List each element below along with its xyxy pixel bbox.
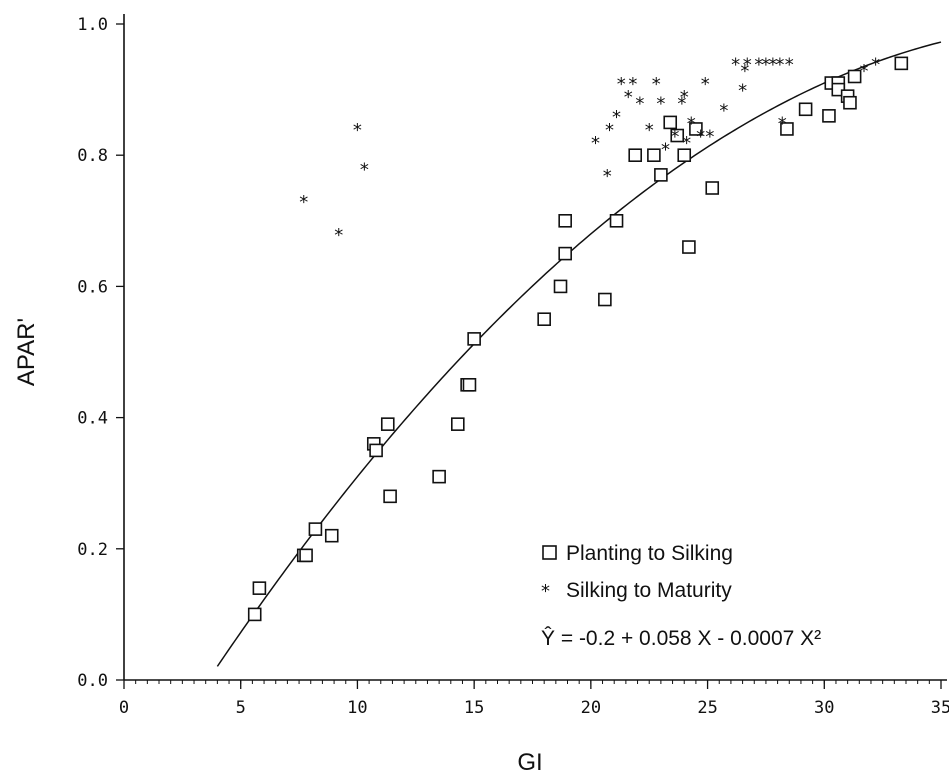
data-point-asterisk: *	[299, 192, 308, 213]
data-point-asterisk: *	[617, 74, 626, 95]
data-point-asterisk: *	[624, 87, 633, 108]
data-point-square	[537, 312, 551, 327]
fit-curve	[216, 41, 942, 667]
data-point-square	[705, 181, 720, 195]
data-point-square	[780, 122, 794, 136]
x-axis-title: GI	[517, 749, 542, 776]
data-point-asterisk: *	[859, 61, 868, 82]
data-point-square	[843, 95, 857, 110]
x-tick-label: 25	[697, 698, 717, 718]
data-point-asterisk: *	[778, 113, 787, 134]
data-point-square	[369, 443, 383, 458]
data-point-asterisk: *	[719, 100, 728, 121]
series-silking-to-maturity: ***************************** ****** * *	[299, 54, 880, 246]
data-point-asterisk: *	[701, 74, 710, 95]
y-ticks: 0.0 0.2 0.4 0.6 0.8 1.0	[77, 15, 124, 691]
data-point-asterisk: *	[775, 54, 784, 75]
data-point-asterisk: *	[871, 54, 880, 75]
data-point-asterisk: *	[768, 54, 777, 75]
data-point-asterisk: *	[591, 133, 600, 154]
legend-star-marker: *	[541, 581, 550, 602]
data-point-square	[247, 607, 262, 622]
data-point-asterisk: *	[687, 113, 696, 134]
x-tick-label: 15	[464, 698, 484, 718]
data-point-asterisk: *	[740, 61, 749, 82]
x-ticks: 0 5 10 15 20 25 30 35	[119, 680, 949, 718]
y-axis-title: APAR'	[13, 318, 40, 386]
data-point-asterisk: *	[334, 225, 343, 246]
data-point-asterisk: *	[696, 127, 705, 148]
data-point-asterisk: *	[645, 120, 654, 141]
legend: Planting to Silking * Silking to Maturit…	[541, 542, 821, 650]
y-tick-label: 0.8	[77, 146, 108, 166]
y-tick-label: 0.4	[77, 409, 108, 429]
x-tick-label: 5	[236, 698, 246, 718]
x-tick-label: 30	[814, 698, 834, 718]
data-point-asterisk: *	[603, 166, 612, 187]
data-point-square	[847, 69, 862, 84]
data-point-square	[451, 417, 465, 431]
x-tick-label: 35	[931, 698, 949, 718]
data-point-square	[647, 148, 661, 162]
data-point-square	[677, 148, 692, 162]
data-point-square	[383, 489, 397, 504]
x-tick-label: 0	[119, 698, 129, 718]
data-point-square	[663, 115, 678, 130]
data-point-square	[689, 122, 703, 136]
axes-group: 0 5 10 15 20 25 30 35 0.0 0.2 0.4 0.6 0.8 1.0	[77, 14, 949, 718]
regression-equation: Ŷ = -0.2 + 0.058 X - 0.0007 X²	[541, 627, 821, 650]
data-point-square	[682, 240, 696, 254]
data-point-square	[558, 246, 572, 261]
data-point-asterisk: *	[360, 159, 369, 180]
data-point-square	[553, 279, 568, 294]
data-point-square	[299, 548, 313, 563]
data-point-asterisk: *	[680, 87, 689, 108]
data-point-square	[432, 469, 446, 484]
data-point-square	[598, 292, 612, 307]
data-point-square	[894, 56, 909, 71]
data-point-square	[324, 528, 339, 543]
data-point-asterisk: *	[731, 54, 740, 75]
data-point-square	[467, 332, 481, 346]
data-point-asterisk: *	[670, 127, 679, 148]
data-point-square	[558, 214, 572, 228]
y-tick-label: 0.0	[77, 671, 108, 691]
y-tick-label: 0.2	[77, 540, 108, 560]
data-point-square	[822, 109, 836, 123]
data-point-asterisk: *	[677, 94, 686, 115]
y-tick-label: 0.6	[77, 277, 108, 297]
data-point-asterisk: *	[761, 54, 770, 75]
data-point-asterisk: *	[743, 54, 752, 75]
x-tick-label: 20	[581, 698, 601, 718]
data-point-asterisk: *	[612, 107, 621, 128]
data-point-asterisk: *	[652, 74, 661, 95]
legend-label-planting: Planting to Silking	[566, 542, 733, 565]
data-point-asterisk: *	[635, 94, 644, 115]
data-point-square	[252, 581, 267, 595]
data-point-square	[609, 214, 624, 228]
data-point-square	[654, 168, 668, 182]
data-point-square	[308, 522, 323, 536]
data-point-asterisk: *	[353, 120, 362, 141]
data-point-asterisk: *	[705, 127, 714, 148]
y-tick-label: 1.0	[77, 15, 108, 35]
data-point-asterisk: *	[605, 120, 614, 141]
data-point-asterisk: *	[682, 133, 691, 154]
data-point-square	[380, 417, 395, 431]
data-point-asterisk: *	[738, 81, 747, 102]
x-tick-label: 10	[347, 698, 367, 718]
data-point-square	[670, 128, 685, 143]
legend-square-marker	[542, 545, 557, 560]
data-point-square	[798, 102, 813, 117]
data-point-asterisk: *	[656, 94, 665, 115]
data-point-asterisk: *	[628, 74, 637, 95]
data-point-square	[462, 377, 477, 392]
data-point-asterisk: *	[785, 54, 794, 75]
data-point-square	[628, 148, 643, 162]
data-point-asterisk: *	[661, 140, 670, 161]
series-planting-to-silking	[247, 56, 909, 622]
legend-label-silking: Silking to Maturity	[566, 579, 732, 602]
data-point-asterisk: *	[754, 54, 763, 75]
